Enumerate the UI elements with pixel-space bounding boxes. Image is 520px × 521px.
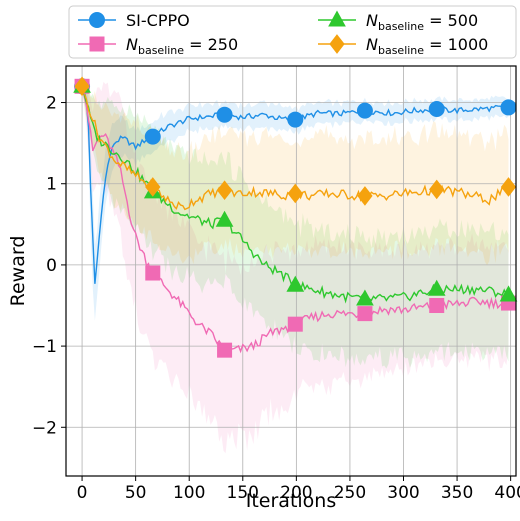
x-tick-label: 100 — [173, 483, 205, 503]
data-marker — [215, 210, 234, 227]
x-tick-label: 0 — [77, 483, 88, 503]
data-marker — [356, 102, 373, 119]
grid-lines — [66, 66, 516, 476]
x-tick-label: 300 — [387, 483, 419, 503]
data-marker — [287, 111, 304, 128]
data-marker — [287, 316, 303, 332]
data-marker — [500, 99, 517, 116]
data-marker — [216, 180, 233, 201]
data-marker — [429, 179, 445, 200]
data-marker — [217, 342, 233, 358]
legend-marker — [89, 36, 105, 52]
x-axis-ticks: 0 50 100 150 200 250 300 350 400 — [77, 476, 520, 503]
legend-label: SI-CPPO — [126, 11, 190, 30]
y-tick-label: 0 — [46, 256, 57, 276]
confidence-band — [82, 81, 509, 369]
data-marker — [144, 128, 161, 145]
y-tick-label: 2 — [46, 94, 57, 114]
x-tick-label: 250 — [334, 483, 366, 503]
y-tick-label: −2 — [32, 418, 57, 438]
x-tick-label: 400 — [494, 483, 520, 503]
series-markers — [73, 76, 518, 358]
confidence-band — [82, 81, 509, 454]
data-marker — [428, 101, 445, 118]
data-marker — [356, 289, 374, 306]
legend-marker — [329, 34, 345, 54]
data-marker — [499, 285, 518, 302]
legend-label: Nbaseline = 1000 — [366, 35, 488, 57]
data-marker — [357, 306, 373, 322]
data-marker — [500, 177, 517, 197]
data-marker — [357, 186, 373, 206]
y-tick-label: 1 — [46, 175, 57, 195]
data-marker — [145, 265, 161, 281]
y-axis-label: Reward — [7, 236, 29, 307]
data-marker — [74, 76, 90, 97]
legend: SI-CPPO Nbaseline = 250 Nbaseline = 500Nba… — [68, 5, 517, 59]
data-marker — [145, 177, 161, 197]
legend-label: Nbaseline = 500 — [366, 11, 478, 33]
x-axis-label: Iterations — [246, 490, 337, 512]
confidence-band — [82, 82, 509, 266]
x-tick-label: 200 — [280, 483, 312, 503]
x-tick-label: 50 — [125, 483, 147, 503]
plot-frame — [65, 65, 517, 477]
data-marker — [429, 298, 445, 314]
confidence-bands — [82, 81, 509, 454]
x-tick-label: 350 — [441, 483, 473, 503]
x-tick-label: 150 — [227, 483, 259, 503]
legend-box — [68, 5, 517, 59]
legend-label: Nbaseline = 250 — [126, 35, 238, 57]
legend-marker — [328, 10, 346, 27]
confidence-band — [82, 82, 509, 321]
data-marker — [287, 183, 303, 204]
legend-marker — [89, 12, 105, 28]
data-marker — [216, 106, 233, 123]
y-axis-ticks: −2 −1 0 1 2 — [32, 94, 66, 438]
data-marker — [427, 279, 446, 296]
y-tick-label: −1 — [32, 337, 57, 357]
data-marker — [286, 275, 305, 292]
